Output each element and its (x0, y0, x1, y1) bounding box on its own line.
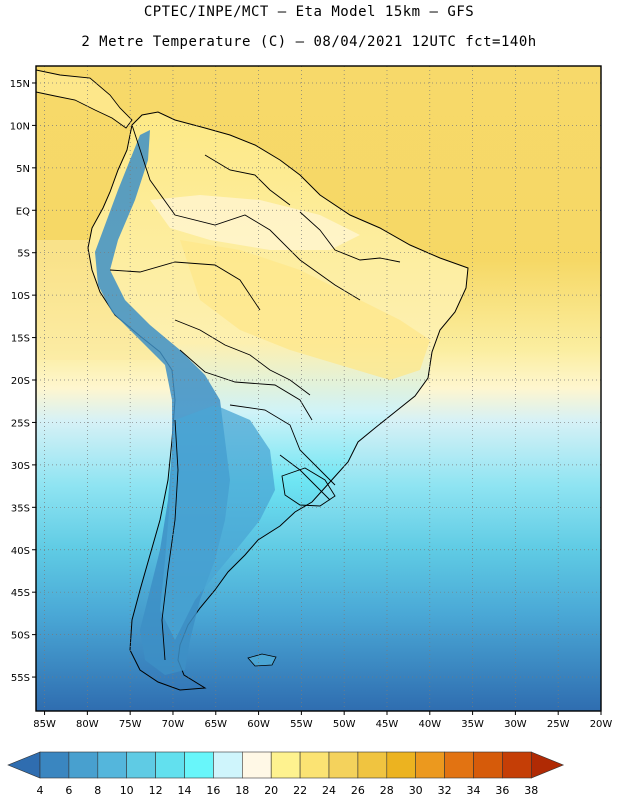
legend-label: 36 (495, 784, 509, 797)
lon-tick-label: 45W (376, 719, 399, 730)
patagonia-cool-zone (160, 405, 275, 640)
legend-swatch (126, 751, 156, 779)
falkland-islands (247, 653, 277, 667)
chart-title: CPTEC/INPE/MCT – Eta Model 15km – GFS (143, 4, 475, 20)
color-legend: 4 6 8 10 12 14 16 18 20 22 24 26 28 30 32 34 36 38 (7, 751, 565, 797)
lon-tick-label: 20W (590, 719, 613, 730)
legend-label: 8 (94, 784, 101, 797)
lat-tick-label: 30S (11, 461, 30, 472)
legend-swatch (415, 751, 445, 779)
chart-subtitle: 2 Metre Temperature (C) – 08/04/2021 12U… (81, 34, 537, 50)
legend-arrow-right (530, 751, 565, 779)
lon-tick-label: 25W (547, 719, 570, 730)
lon-tick-label: 35W (461, 719, 484, 730)
legend-swatch (473, 751, 503, 779)
legend-swatch (444, 751, 474, 779)
country-borders (109, 124, 401, 661)
legend-label: 22 (293, 784, 307, 797)
lat-tick-label: 20S (11, 376, 30, 387)
legend-arrow-left (7, 751, 41, 779)
legend-swatch (155, 751, 185, 779)
lat-tick-label: 35S (11, 503, 30, 514)
legend-swatch (386, 751, 416, 779)
central-america (36, 69, 133, 129)
legend-label: 24 (322, 784, 336, 797)
lon-tick-label: 55W (290, 719, 313, 730)
legend-label: 32 (438, 784, 452, 797)
lat-tick-label: 5N (16, 164, 30, 175)
lat-tick-label: 15S (11, 334, 30, 345)
amazon-pale-zone (150, 195, 360, 250)
legend-label: 38 (524, 784, 538, 797)
legend-label: 34 (467, 784, 481, 797)
lat-tick-label: 5S (17, 249, 30, 260)
legend-swatch (39, 751, 70, 779)
legend-swatch (68, 751, 99, 779)
lat-tick-label: 10N (10, 121, 30, 132)
lon-tick-label: 65W (204, 719, 227, 730)
legend-label: 4 (37, 784, 44, 797)
lon-tick-label: 40W (418, 719, 441, 730)
legend-swatch (357, 751, 388, 779)
lat-tick-label: 25S (11, 418, 30, 429)
legend-label: 6 (65, 784, 72, 797)
legend-swatch (213, 751, 243, 779)
lon-tick-label: 80W (76, 719, 99, 730)
legend-label: 26 (351, 784, 365, 797)
lon-tick-label: 85W (33, 719, 56, 730)
legend-swatch (270, 751, 301, 779)
legend-label: 10 (120, 784, 134, 797)
lat-tick-label: 10S (11, 291, 30, 302)
lat-tick-label: 15N (10, 79, 30, 90)
lat-tick-label: 55S (11, 673, 30, 684)
lat-tick-label: EQ (16, 206, 30, 217)
map-frame (35, 65, 602, 712)
legend-swatch (242, 751, 272, 779)
uruguay-outline (281, 467, 336, 507)
legend-swatch (502, 751, 532, 779)
lat-tick-label: 50S (11, 631, 30, 642)
longitude-labels: 85W 80W 75W 70W 65W 60W 55W 50W 45W 40W 35W 30W 25W 2… (33, 711, 612, 730)
legend-swatch (328, 751, 359, 779)
lat-tick-label: 40S (11, 546, 30, 557)
cerrado-warm-zone (180, 240, 430, 380)
lon-tick-label: 50W (333, 719, 356, 730)
legend-label: 14 (178, 784, 192, 797)
legend-label: 18 (235, 784, 249, 797)
lon-tick-label: 60W (247, 719, 270, 730)
lon-tick-label: 70W (162, 719, 185, 730)
legend-label: 28 (380, 784, 394, 797)
legend-label: 20 (264, 784, 278, 797)
lon-tick-label: 75W (119, 719, 142, 730)
lon-tick-label: 30W (504, 719, 527, 730)
legend-label: 30 (409, 784, 423, 797)
legend-swatch (299, 751, 330, 779)
lat-tick-label: 45S (11, 588, 30, 599)
legend-label: 12 (149, 784, 163, 797)
legend-swatch (184, 751, 214, 779)
latitude-labels: 15N 10N 5N EQ 5S 10S 15S 20S 25S 30S 35S 40S 45S 50S 5… (10, 79, 36, 684)
legend-label: 16 (206, 784, 220, 797)
legend-swatch (97, 751, 128, 779)
